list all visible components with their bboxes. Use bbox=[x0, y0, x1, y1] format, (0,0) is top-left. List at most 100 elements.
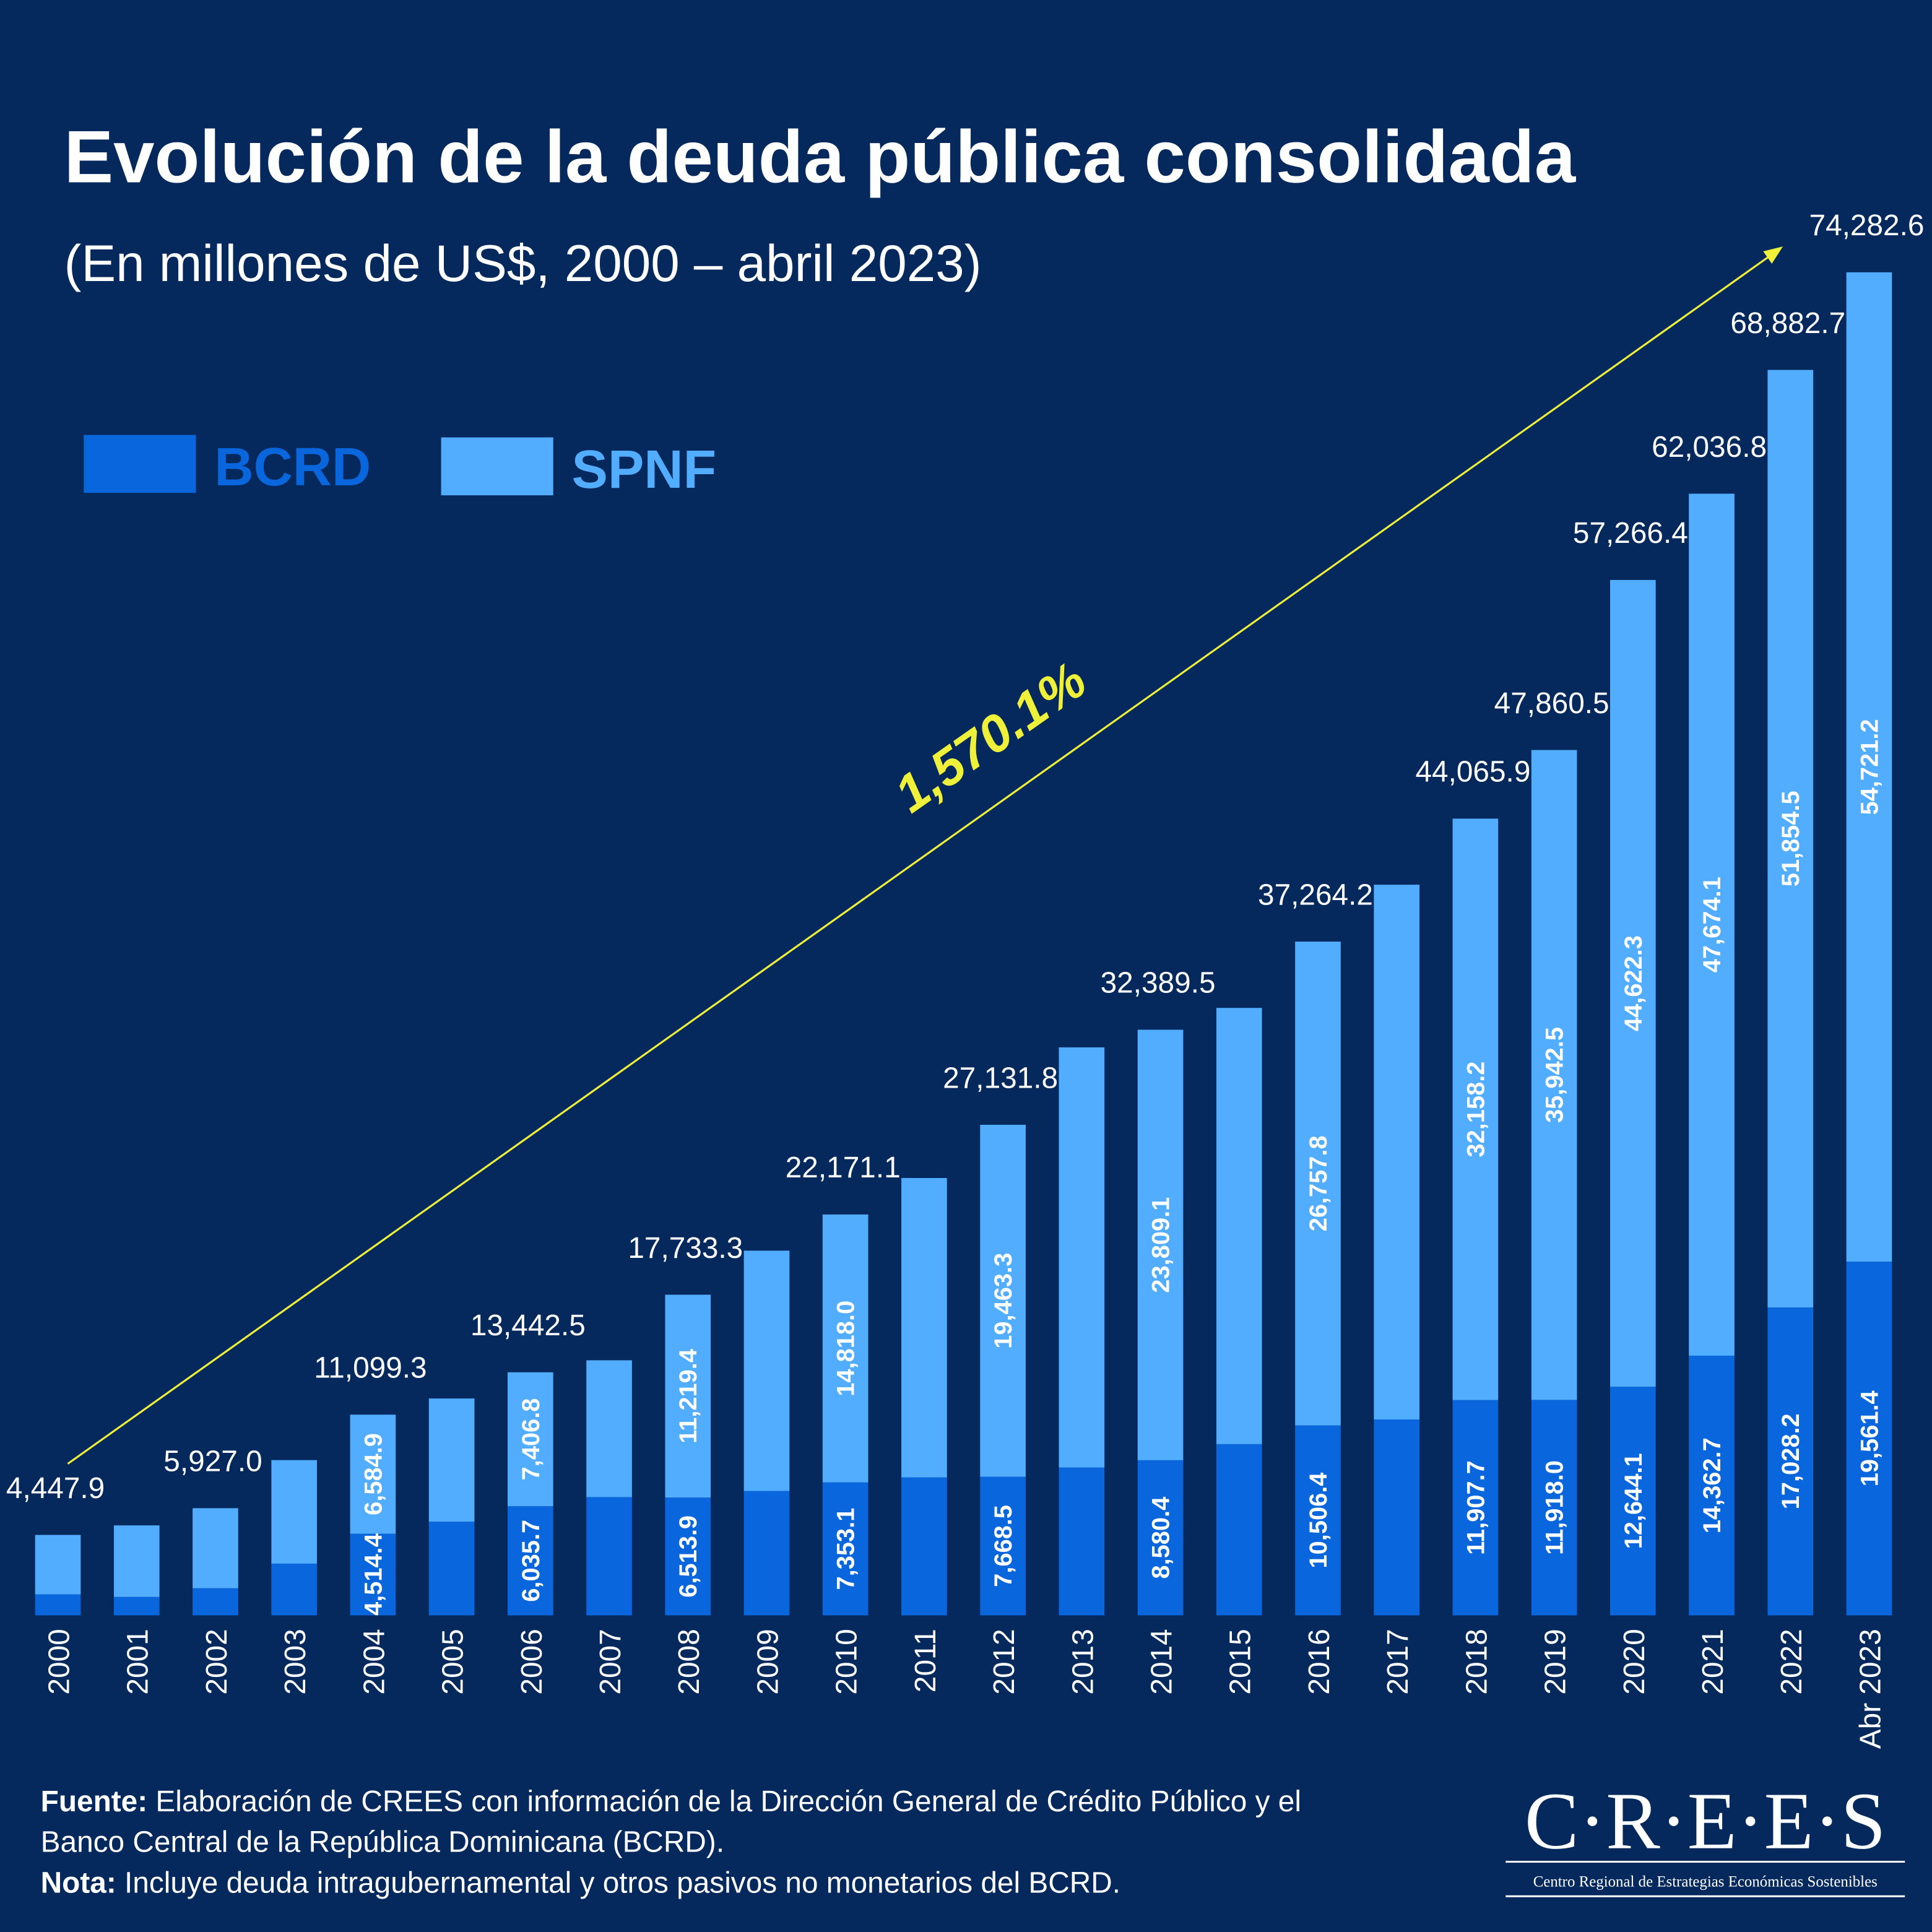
segment-label-spnf: 7,406.8 bbox=[518, 1398, 545, 1481]
bar-spnf-17 bbox=[1374, 885, 1420, 1420]
chart-subtitle: (En millones de US$, 2000 – abril 2023) bbox=[64, 234, 982, 292]
bar-spnf-14 bbox=[1137, 1029, 1184, 1460]
total-label: 62,036.8 bbox=[1652, 431, 1767, 464]
bar-bcrd-6 bbox=[508, 1506, 553, 1616]
bar-spnf-4 bbox=[350, 1414, 396, 1534]
x-tick-label: 2004 bbox=[358, 1629, 391, 1694]
bar-bcrd-18 bbox=[1452, 1400, 1499, 1616]
bar-spnf-13 bbox=[1059, 1047, 1105, 1468]
segment-label-bcrd: 17,028.2 bbox=[1777, 1413, 1804, 1509]
bar-spnf-6 bbox=[508, 1372, 553, 1507]
bar-bcrd-14 bbox=[1137, 1460, 1184, 1616]
bar-bcrd-7 bbox=[586, 1497, 632, 1616]
bar-bcrd-1 bbox=[113, 1596, 160, 1616]
growth-arrow-head bbox=[1763, 246, 1783, 264]
legend-swatch-spnf bbox=[441, 437, 553, 496]
x-tick-label: 2003 bbox=[279, 1629, 312, 1694]
x-tick-label: 2005 bbox=[437, 1629, 470, 1694]
total-label: 47,860.5 bbox=[1494, 687, 1609, 720]
x-tick-label: 2001 bbox=[122, 1629, 155, 1694]
bar-bcrd-13 bbox=[1059, 1467, 1105, 1616]
total-label: 17,733.3 bbox=[628, 1232, 743, 1265]
bar-spnf-0 bbox=[35, 1535, 81, 1595]
bar-bcrd-22 bbox=[1767, 1307, 1814, 1616]
total-label: 22,171.1 bbox=[786, 1151, 901, 1184]
total-label: 57,266.4 bbox=[1573, 517, 1688, 550]
bar-bcrd-10 bbox=[822, 1482, 869, 1616]
x-tick-label: 2014 bbox=[1145, 1629, 1178, 1694]
bar-bcrd-5 bbox=[428, 1522, 475, 1616]
segment-label-spnf: 23,809.1 bbox=[1147, 1197, 1174, 1293]
growth-arrow-line bbox=[67, 255, 1770, 1465]
segment-label-spnf: 54,721.2 bbox=[1856, 719, 1883, 815]
legend-label-spnf: SPNF bbox=[572, 439, 717, 500]
segment-label-spnf: 47,674.1 bbox=[1699, 877, 1726, 972]
segment-label-spnf: 44,622.3 bbox=[1620, 935, 1647, 1031]
bar-spnf-10 bbox=[822, 1214, 869, 1483]
total-label: 32,389.5 bbox=[1101, 967, 1216, 1000]
x-tick-label: 2008 bbox=[673, 1629, 706, 1694]
segment-label-bcrd: 11,907.7 bbox=[1462, 1460, 1489, 1555]
bar-spnf-15 bbox=[1216, 1008, 1262, 1444]
segment-label-bcrd: 19,561.4 bbox=[1856, 1390, 1883, 1486]
bar-spnf-22 bbox=[1767, 370, 1814, 1308]
x-tick-label: 2013 bbox=[1067, 1629, 1099, 1694]
total-label: 5,927.0 bbox=[163, 1445, 262, 1478]
total-label: 37,264.2 bbox=[1258, 878, 1373, 911]
total-label: 68,882.7 bbox=[1730, 307, 1845, 340]
logo-wordmark: C·R·E·E·S bbox=[1525, 1777, 1886, 1866]
total-label: 11,099.3 bbox=[314, 1352, 427, 1385]
total-label: 27,131.8 bbox=[943, 1062, 1058, 1094]
bar-spnf-19 bbox=[1531, 750, 1577, 1400]
x-tick-label: 2002 bbox=[201, 1629, 233, 1694]
bar-bcrd-3 bbox=[271, 1563, 318, 1616]
segment-label-spnf: 14,818.0 bbox=[833, 1301, 860, 1397]
crees-logo: C·R·E·E·S Centro Regional de Estrategias… bbox=[1505, 1777, 1905, 1897]
segment-label-spnf: 11,219.4 bbox=[675, 1349, 702, 1444]
bar-spnf-8 bbox=[665, 1294, 711, 1498]
segment-label-bcrd: 14,362.7 bbox=[1699, 1437, 1726, 1533]
segment-label-bcrd: 12,644.1 bbox=[1620, 1453, 1647, 1549]
bar-spnf-20 bbox=[1610, 579, 1656, 1387]
x-tick-label: 2022 bbox=[1775, 1629, 1808, 1694]
segment-label-spnf: 32,158.2 bbox=[1462, 1062, 1489, 1158]
bar-bcrd-4 bbox=[350, 1533, 396, 1616]
bar-spnf-18 bbox=[1452, 818, 1499, 1400]
x-tick-label: 2011 bbox=[909, 1629, 942, 1692]
bar-bcrd-9 bbox=[743, 1491, 790, 1616]
bar-spnf-9 bbox=[743, 1250, 790, 1491]
bar-spnf-21 bbox=[1689, 493, 1735, 1356]
logo-tagline: Centro Regional de Estrategias Económica… bbox=[1533, 1873, 1878, 1890]
footer-source-line-2: Banco Central de la República Dominicana… bbox=[41, 1826, 724, 1859]
bar-bcrd-2 bbox=[193, 1588, 238, 1616]
x-tick-label: 2010 bbox=[831, 1629, 864, 1694]
bar-bcrd-8 bbox=[665, 1497, 711, 1616]
bar-spnf-1 bbox=[113, 1525, 160, 1597]
x-tick-label: 2015 bbox=[1224, 1629, 1257, 1694]
bar-bcrd-20 bbox=[1610, 1387, 1656, 1616]
x-tick-label: 2016 bbox=[1303, 1629, 1336, 1694]
chart-title: Evolución de la deuda pública consolidad… bbox=[64, 116, 1577, 199]
bar-bcrd-19 bbox=[1531, 1400, 1577, 1616]
bar-spnf-2 bbox=[193, 1508, 238, 1588]
x-tick-label: 2007 bbox=[594, 1629, 627, 1694]
x-tick-label: 2018 bbox=[1460, 1629, 1493, 1694]
bar-bcrd-17 bbox=[1374, 1419, 1420, 1616]
segment-label-bcrd: 6,513.9 bbox=[675, 1515, 702, 1598]
segment-label-bcrd: 10,506.4 bbox=[1305, 1473, 1332, 1569]
x-tick-label: 2020 bbox=[1618, 1629, 1651, 1694]
bar-bcrd-16 bbox=[1295, 1425, 1341, 1616]
segment-label-bcrd: 7,668.5 bbox=[990, 1505, 1017, 1587]
total-label: 4,447.9 bbox=[6, 1472, 105, 1505]
bars-group: 4,447.9 2000 2001 5,927.0 2002 2003 4,514.4 6,5… bbox=[6, 209, 1925, 1749]
x-tick-label: 2017 bbox=[1382, 1629, 1414, 1694]
x-tick-label: 2006 bbox=[516, 1629, 548, 1694]
bar-bcrd-23 bbox=[1846, 1262, 1892, 1616]
x-tick-label: 2012 bbox=[988, 1629, 1021, 1694]
total-label: 44,065.9 bbox=[1415, 756, 1530, 789]
segment-label-spnf: 35,942.5 bbox=[1541, 1027, 1569, 1123]
bar-spnf-16 bbox=[1295, 942, 1341, 1426]
segment-label-bcrd: 7,353.1 bbox=[833, 1508, 860, 1590]
